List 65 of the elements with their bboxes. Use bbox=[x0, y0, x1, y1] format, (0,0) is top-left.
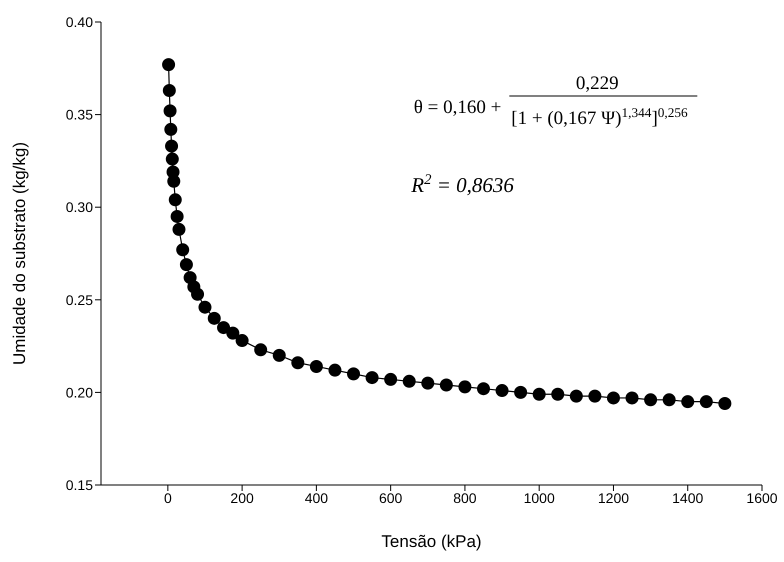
point bbox=[718, 397, 732, 410]
y-tick-label: 0.40 bbox=[66, 14, 94, 30]
point bbox=[328, 364, 342, 377]
point bbox=[496, 384, 509, 398]
point bbox=[514, 386, 528, 399]
point bbox=[164, 122, 178, 136]
y-tick-label: 0.20 bbox=[66, 384, 94, 400]
point bbox=[272, 348, 286, 362]
point bbox=[532, 388, 546, 401]
point bbox=[606, 391, 620, 404]
annotation: 0,229 bbox=[576, 73, 619, 94]
point bbox=[170, 210, 184, 223]
point bbox=[254, 343, 268, 356]
point bbox=[208, 312, 221, 325]
point bbox=[166, 152, 179, 166]
point bbox=[681, 395, 694, 408]
point bbox=[176, 243, 190, 256]
y-axis-title: Umidade do substrato (kg/kg) bbox=[10, 142, 30, 365]
point bbox=[644, 393, 658, 406]
point bbox=[180, 258, 193, 272]
x-tick-label: 1000 bbox=[524, 490, 555, 506]
point bbox=[162, 84, 176, 98]
x-axis-title: Tensão (kPa) bbox=[381, 532, 482, 551]
point bbox=[168, 193, 182, 206]
y-tick-label: 0.35 bbox=[66, 106, 94, 123]
annotation: R$^{2}$ = 0,8636 bbox=[410, 172, 514, 197]
x-tick-label: 800 bbox=[453, 490, 477, 506]
x-tick-label: 1600 bbox=[746, 490, 778, 506]
point bbox=[662, 393, 676, 406]
point bbox=[167, 174, 180, 188]
point bbox=[402, 374, 416, 388]
point bbox=[217, 321, 230, 334]
point bbox=[551, 388, 564, 401]
point bbox=[165, 140, 178, 153]
y-tick-label: 0.30 bbox=[66, 199, 94, 216]
point bbox=[226, 326, 240, 340]
point bbox=[384, 372, 398, 386]
point bbox=[191, 288, 204, 301]
x-tick-label: 600 bbox=[378, 490, 403, 506]
point bbox=[440, 378, 453, 392]
point bbox=[347, 367, 360, 380]
point bbox=[588, 390, 602, 403]
point bbox=[162, 58, 176, 72]
point bbox=[700, 395, 713, 408]
point bbox=[476, 382, 490, 396]
point bbox=[172, 222, 186, 236]
annotation: θ = 0,160 + bbox=[414, 97, 502, 118]
point bbox=[198, 300, 212, 314]
x-tick-label: 400 bbox=[304, 490, 328, 506]
y-tick-label: 0.15 bbox=[66, 476, 94, 493]
x-tick-label: 200 bbox=[230, 490, 254, 506]
y-tick-label: 0.25 bbox=[66, 292, 94, 308]
point bbox=[626, 391, 639, 404]
point bbox=[366, 371, 379, 384]
point bbox=[458, 380, 472, 394]
point bbox=[164, 104, 177, 118]
point bbox=[236, 334, 249, 348]
point bbox=[310, 360, 323, 373]
x-tick-label: 1400 bbox=[672, 490, 704, 506]
point bbox=[421, 376, 434, 390]
x-tick-label: 0 bbox=[164, 490, 172, 506]
point bbox=[570, 390, 583, 403]
x-tick-label: 1200 bbox=[598, 490, 630, 506]
annotation: [1 + (0,167 Ψ)$^{1,344}$]$^{0,256}$ bbox=[511, 104, 688, 129]
point bbox=[291, 356, 304, 370]
